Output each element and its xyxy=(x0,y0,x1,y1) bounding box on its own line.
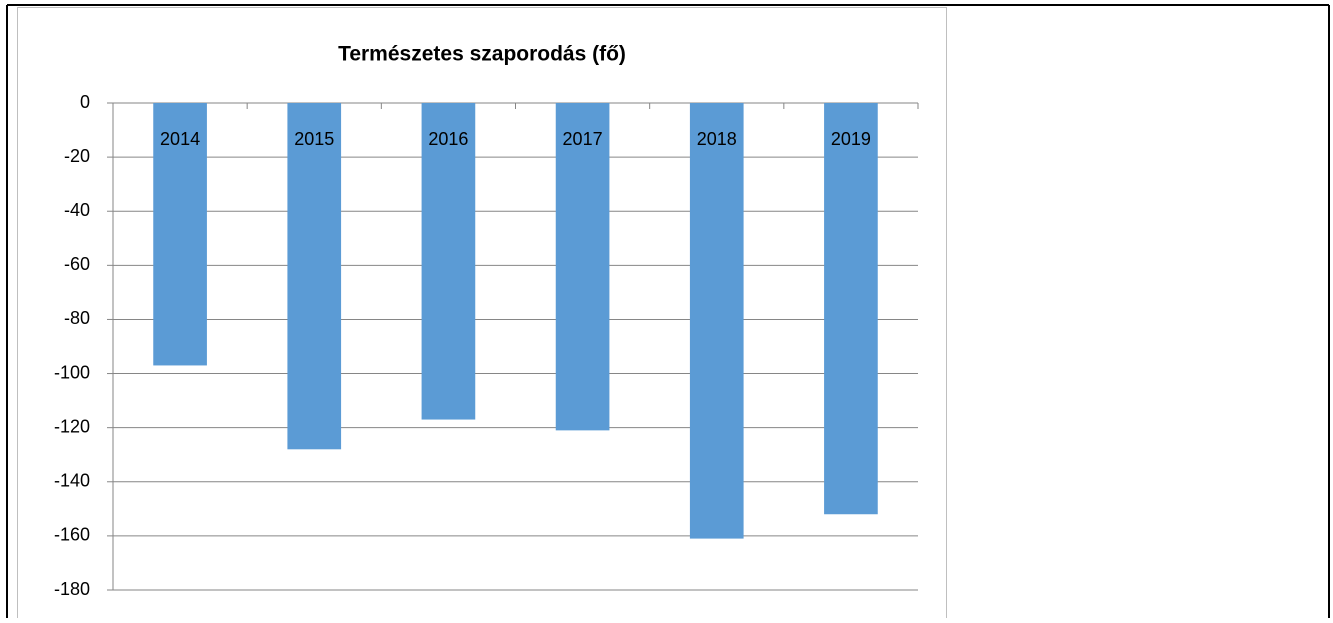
bar xyxy=(824,103,878,515)
bar xyxy=(421,103,476,420)
x-tick-label: 2014 xyxy=(160,129,200,149)
y-tick-label: -160 xyxy=(54,525,90,545)
y-tick-label: -80 xyxy=(64,308,90,328)
x-tick-label: 2015 xyxy=(294,129,334,149)
x-tick-label: 2018 xyxy=(697,129,737,149)
y-tick-label: -100 xyxy=(54,362,90,382)
x-tick-label: 2016 xyxy=(428,129,468,149)
y-tick-label: 0 xyxy=(80,92,90,112)
y-tick-label: -120 xyxy=(54,416,90,436)
x-tick-label: 2017 xyxy=(563,129,603,149)
y-tick-label: -140 xyxy=(54,471,90,491)
y-tick-label: -180 xyxy=(54,579,90,599)
chart-title: Természetes szaporodás (fő) xyxy=(338,43,626,66)
y-tick-label: -40 xyxy=(64,200,90,220)
bar xyxy=(555,103,610,431)
x-tick-label: 2019 xyxy=(831,129,871,149)
bar xyxy=(689,103,744,539)
y-tick-label: -60 xyxy=(64,254,90,274)
bar xyxy=(287,103,342,450)
bar xyxy=(153,103,207,366)
y-tick-label: -20 xyxy=(64,146,90,166)
